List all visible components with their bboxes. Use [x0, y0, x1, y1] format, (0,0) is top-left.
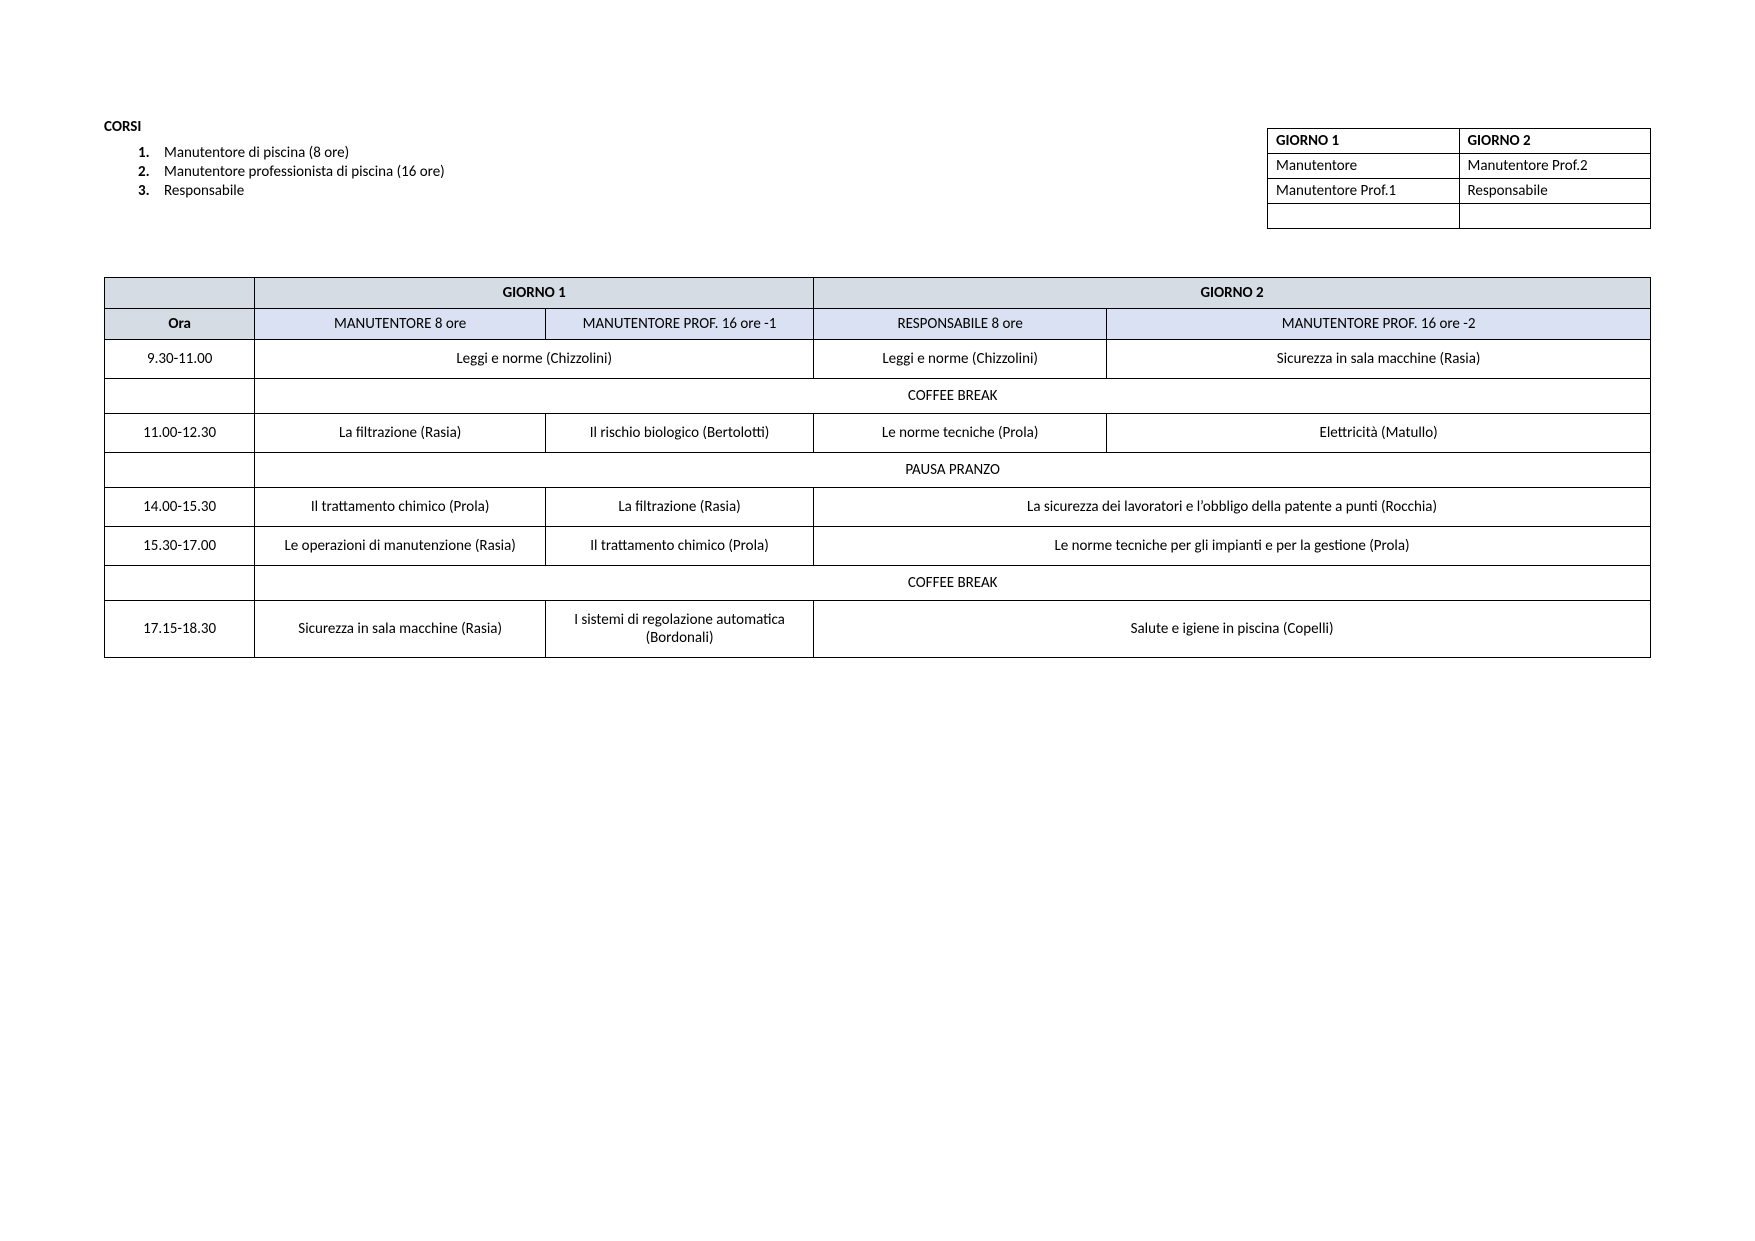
track-header: MANUTENTORE PROF. 16 ore -1 [545, 309, 813, 340]
table-row: 15.30-17.00 Le operazioni di manutenzion… [105, 527, 1651, 566]
time-cell: 14.00-15.30 [105, 488, 255, 527]
summary-table: GIORNO 1 GIORNO 2 Manutentore Manutentor… [1267, 128, 1651, 229]
page: CORSI Manutentore di piscina (8 ore) Man… [0, 0, 1755, 658]
table-row: 14.00-15.30 Il trattamento chimico (Prol… [105, 488, 1651, 527]
session-cell: Salute e igiene in piscina (Copelli) [814, 601, 1651, 658]
empty-cell [105, 566, 255, 601]
session-cell: Il rischio biologico (Bertolotti) [545, 414, 813, 453]
summary-cell: Manutentore Prof.2 [1459, 154, 1651, 179]
time-cell: 9.30-11.00 [105, 340, 255, 379]
table-row: GIORNO 1 GIORNO 2 [105, 278, 1651, 309]
corsi-title: CORSI [104, 118, 1267, 136]
table-row [1268, 204, 1651, 229]
break-cell: COFFEE BREAK [255, 379, 1651, 414]
table-row: Ora MANUTENTORE 8 ore MANUTENTORE PROF. … [105, 309, 1651, 340]
time-cell: 15.30-17.00 [105, 527, 255, 566]
session-cell: La filtrazione (Rasia) [255, 414, 546, 453]
time-cell: 17.15-18.30 [105, 601, 255, 658]
session-cell: Leggi e norme (Chizzolini) [255, 340, 814, 379]
session-cell: Elettricità (Matullo) [1107, 414, 1651, 453]
track-header: RESPONSABILE 8 ore [814, 309, 1107, 340]
table-row: 17.15-18.30 Sicurezza in sala macchine (… [105, 601, 1651, 658]
summary-header: GIORNO 2 [1459, 129, 1651, 154]
corsi-item: Manutentore di piscina (8 ore) [138, 144, 1267, 162]
summary-cell [1459, 204, 1651, 229]
table-row: 11.00-12.30 La filtrazione (Rasia) Il ri… [105, 414, 1651, 453]
schedule-table: GIORNO 1 GIORNO 2 Ora MANUTENTORE 8 ore … [104, 277, 1651, 658]
corsi-item-label: Manutentore di piscina (8 ore) [164, 144, 349, 162]
table-row: COFFEE BREAK [105, 379, 1651, 414]
top-section: CORSI Manutentore di piscina (8 ore) Man… [104, 118, 1651, 229]
table-row: PAUSA PRANZO [105, 453, 1651, 488]
session-cell: Leggi e norme (Chizzolini) [814, 340, 1107, 379]
session-cell: Le norme tecniche (Prola) [814, 414, 1107, 453]
session-cell: Sicurezza in sala macchine (Rasia) [255, 601, 546, 658]
break-cell: PAUSA PRANZO [255, 453, 1651, 488]
break-cell: COFFEE BREAK [255, 566, 1651, 601]
summary-header: GIORNO 1 [1268, 129, 1460, 154]
corsi-list: Manutentore di piscina (8 ore) Manutento… [104, 144, 1267, 200]
session-cell: Il trattamento chimico (Prola) [255, 488, 546, 527]
empty-header [105, 278, 255, 309]
track-header: MANUTENTORE PROF. 16 ore -2 [1107, 309, 1651, 340]
table-row: Manutentore Manutentore Prof.2 [1268, 154, 1651, 179]
session-cell: Le operazioni di manutenzione (Rasia) [255, 527, 546, 566]
day-header: GIORNO 2 [814, 278, 1651, 309]
empty-cell [105, 379, 255, 414]
summary-cell [1268, 204, 1460, 229]
empty-cell [105, 453, 255, 488]
corsi-item: Manutentore professionista di piscina (1… [138, 163, 1267, 181]
track-header: MANUTENTORE 8 ore [255, 309, 546, 340]
session-cell: La filtrazione (Rasia) [545, 488, 813, 527]
summary-cell: Responsabile [1459, 179, 1651, 204]
table-row: GIORNO 1 GIORNO 2 [1268, 129, 1651, 154]
corsi-item: Responsabile [138, 182, 1267, 200]
corsi-block: CORSI Manutentore di piscina (8 ore) Man… [104, 118, 1267, 201]
time-cell: 11.00-12.30 [105, 414, 255, 453]
session-cell: Le norme tecniche per gli impianti e per… [814, 527, 1651, 566]
session-cell: Sicurezza in sala macchine (Rasia) [1107, 340, 1651, 379]
session-cell: La sicurezza dei lavoratori e l’obbligo … [814, 488, 1651, 527]
table-row: Manutentore Prof.1 Responsabile [1268, 179, 1651, 204]
session-cell: Il trattamento chimico (Prola) [545, 527, 813, 566]
session-cell: I sistemi di regolazione automatica (Bor… [545, 601, 813, 658]
day-header: GIORNO 1 [255, 278, 814, 309]
summary-cell: Manutentore Prof.1 [1268, 179, 1460, 204]
table-row: COFFEE BREAK [105, 566, 1651, 601]
ora-header: Ora [105, 309, 255, 340]
table-row: 9.30-11.00 Leggi e norme (Chizzolini) Le… [105, 340, 1651, 379]
corsi-item-label: Manutentore professionista di piscina (1… [164, 163, 445, 181]
summary-cell: Manutentore [1268, 154, 1460, 179]
corsi-item-label: Responsabile [164, 182, 244, 200]
